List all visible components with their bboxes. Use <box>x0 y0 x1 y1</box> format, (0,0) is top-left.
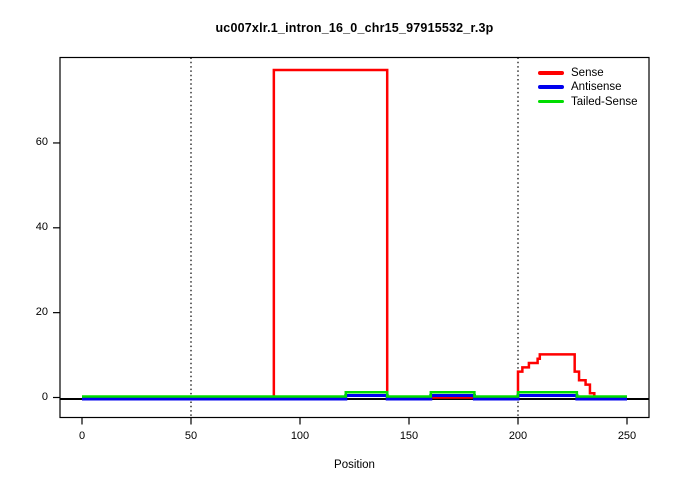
legend-label: Antisense <box>571 81 622 94</box>
legend-line-swatch <box>538 85 564 89</box>
x-tick-label-250: 250 <box>617 430 637 442</box>
legend-line-swatch <box>538 99 564 104</box>
plot-title: uc007xlr.1_intron_16_0_chr15_97915532_r.… <box>215 21 494 35</box>
x-tick-label-0: 0 <box>78 430 86 442</box>
legend-line-swatch <box>538 71 564 75</box>
series-line-antisense <box>82 394 627 401</box>
legend-item-tailed-sense: Tailed-Sense <box>538 95 678 109</box>
legend-item-antisense: Antisense <box>538 80 678 94</box>
x-tick-label-200: 200 <box>508 430 528 442</box>
series-line-sense <box>82 68 627 399</box>
legend-label: Sense <box>571 67 604 79</box>
plot-box <box>59 56 650 419</box>
x-tick-label-50: 50 <box>184 430 198 442</box>
y-tick-label-60: 60 <box>35 136 48 149</box>
y-tick-label-0: 0 <box>41 391 48 403</box>
legend-label: Tailed-Sense <box>571 95 638 108</box>
legend-item-sense: Sense <box>538 66 678 80</box>
x-tick-label-150: 150 <box>399 430 419 442</box>
x-axis-title: Position <box>334 459 375 471</box>
y-tick-label-40: 40 <box>35 221 48 234</box>
series-line-tailed-sense <box>82 390 627 398</box>
y-tick-label-20: 20 <box>35 306 48 319</box>
x-tick-label-100: 100 <box>290 430 310 442</box>
